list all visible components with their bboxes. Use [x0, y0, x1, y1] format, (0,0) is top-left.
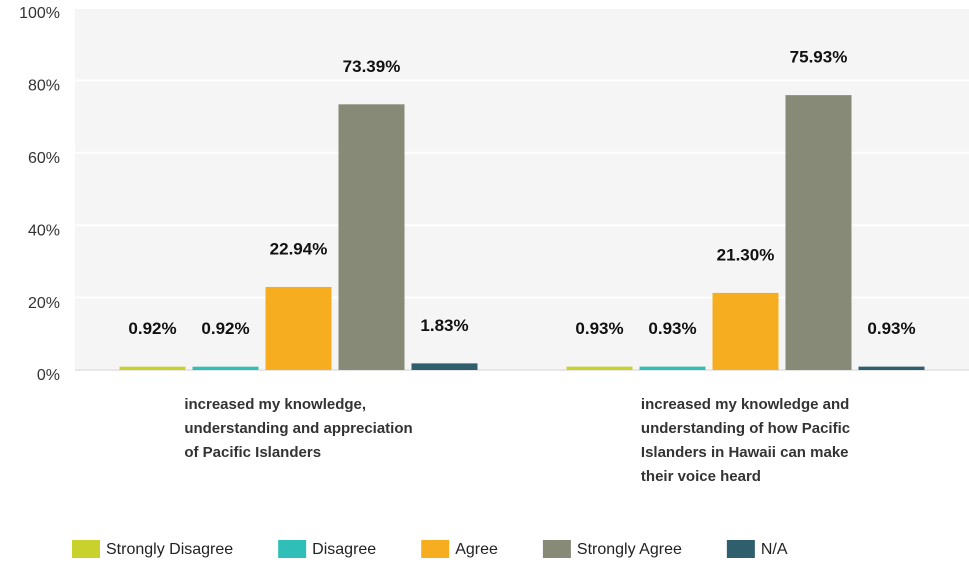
x-tick-label-line: increased my knowledge and	[641, 396, 849, 413]
data-label: 21.30%	[717, 245, 775, 264]
data-label: 0.93%	[575, 319, 623, 338]
legend-swatch	[421, 540, 450, 558]
bar	[411, 363, 478, 370]
data-label: 0.92%	[128, 319, 176, 338]
bar	[712, 292, 779, 370]
x-tick-label-line: of Pacific Islanders	[184, 444, 321, 461]
legend-label: Agree	[455, 541, 498, 558]
data-label: 0.92%	[201, 319, 249, 338]
legend-label: Strongly Disagree	[106, 541, 233, 558]
bar	[265, 286, 332, 370]
bar	[566, 366, 633, 370]
bar	[639, 366, 706, 370]
y-tick-label: 60%	[28, 150, 60, 167]
data-label: 1.83%	[420, 316, 468, 335]
legend-label: Disagree	[312, 541, 376, 558]
x-tick-label-line: understanding and appreciation	[184, 420, 412, 437]
x-tick-label-line: Islanders in Hawaii can make	[641, 444, 849, 461]
y-tick-label: 0%	[37, 367, 60, 384]
data-label: 22.94%	[270, 239, 328, 258]
bar	[119, 366, 186, 370]
y-tick-label: 80%	[28, 78, 60, 95]
legend-label: N/A	[761, 541, 788, 558]
legend-swatch	[278, 540, 307, 558]
y-tick-label: 40%	[28, 222, 60, 239]
x-tick-label-line: increased my knowledge,	[184, 396, 366, 413]
bar	[785, 95, 852, 371]
x-tick-label-line: understanding of how Pacific	[641, 420, 850, 437]
y-tick-label: 20%	[28, 295, 60, 312]
y-tick-label: 100%	[19, 5, 60, 22]
legend-swatch	[72, 540, 100, 558]
data-label: 73.39%	[343, 57, 401, 76]
data-label: 0.93%	[648, 319, 696, 338]
data-label: 0.93%	[867, 319, 915, 338]
legend-swatch	[726, 540, 755, 558]
legend-label: Strongly Agree	[577, 541, 682, 558]
bar	[338, 104, 405, 371]
x-tick-label-line: their voice heard	[641, 468, 761, 485]
legend-swatch	[542, 540, 571, 558]
bar	[192, 366, 259, 370]
bar	[858, 366, 925, 370]
x-tick-label: increased my knowledge and understanding …	[641, 396, 850, 485]
data-label: 75.93%	[790, 48, 848, 67]
x-tick-label: increased my knowledge, understanding and…	[184, 396, 412, 461]
